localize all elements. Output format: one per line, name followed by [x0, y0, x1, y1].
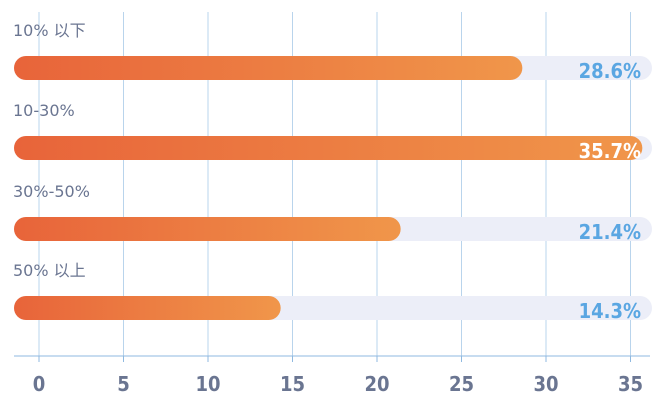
- value-label: 28.6%: [579, 59, 641, 83]
- bar: [14, 296, 281, 320]
- value-labels: 28.6% 35.7% 21.4% 14.3%: [579, 59, 641, 323]
- value-label: 35.7%: [579, 139, 641, 163]
- category-label: 10% 以下: [13, 21, 86, 40]
- x-tick-label: 35: [618, 372, 643, 396]
- bar: [14, 217, 401, 241]
- bar-tracks: [14, 56, 652, 320]
- x-axis: 0 5 10 15 20 25 30 35: [14, 355, 650, 396]
- category-labels: 10% 以下 10-30% 30%-50% 50% 以上: [13, 21, 90, 280]
- category-label: 10-30%: [13, 101, 75, 120]
- bar: [14, 56, 523, 80]
- x-tick-label: 15: [280, 372, 305, 396]
- x-tick-label: 5: [117, 372, 130, 396]
- value-label: 14.3%: [579, 299, 641, 323]
- x-tick-label: 0: [33, 372, 46, 396]
- bar: [14, 136, 643, 160]
- x-tick-label: 30: [533, 372, 558, 396]
- category-label: 50% 以上: [13, 261, 86, 280]
- category-label: 30%-50%: [13, 182, 90, 201]
- x-tick-label: 25: [449, 372, 474, 396]
- x-tick-label: 20: [364, 372, 389, 396]
- bars: [14, 56, 643, 320]
- x-tick-label: 10: [195, 372, 220, 396]
- value-label: 21.4%: [579, 220, 641, 244]
